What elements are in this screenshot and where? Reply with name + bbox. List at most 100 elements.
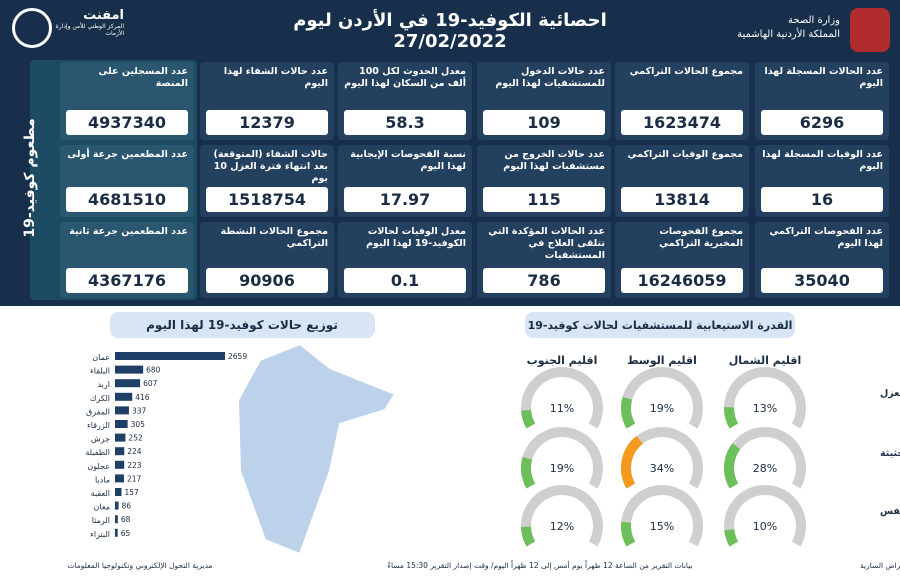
bar-value: 2659 xyxy=(228,352,247,361)
gauge-track xyxy=(621,367,703,429)
stat-card: عدد الحالات المؤكدة التي تتلقى العلاج في… xyxy=(477,222,611,298)
bar-value: 86 xyxy=(122,502,132,511)
stat-label: حالات الشفاء (المتوقعة) بعد انتهاء فترة … xyxy=(213,149,328,184)
vaccine-value: 4681510 xyxy=(66,187,188,212)
bar xyxy=(115,488,122,496)
region-label: الزرقاء xyxy=(87,421,110,430)
stat-value: 17.97 xyxy=(344,187,466,212)
stat-value: 90906 xyxy=(206,268,328,293)
stat-label: معدل الحدوث لكل 100 ألف من السكان لهذا ا… xyxy=(344,66,466,89)
stat-value: 1623474 xyxy=(621,110,743,135)
emblem xyxy=(850,8,890,52)
stat-card: معدل الوفيات لحالات الكوفيد-19 لهذا اليو… xyxy=(338,222,472,298)
region-label: العقبة xyxy=(91,489,110,498)
region-header: اقليم الشمال xyxy=(729,354,802,367)
region-label: البلقاء xyxy=(90,367,110,376)
stat-label: عدد الحالات المؤكدة التي تتلقى العلاج في… xyxy=(488,226,605,261)
gauge-track xyxy=(724,427,806,489)
stat-card: مجموع الحالات النشطة التراكمي 90906 xyxy=(200,222,334,298)
bar xyxy=(115,352,225,360)
vaccine-value: 4937340 xyxy=(66,110,188,135)
logo-icon xyxy=(12,8,52,48)
logo-text: امفنت xyxy=(83,8,124,23)
stat-value: 35040 xyxy=(761,268,883,293)
gauge-label: 12% xyxy=(550,520,574,533)
region-label: الكرك xyxy=(90,394,110,403)
bar xyxy=(115,433,126,442)
bar-value: 65 xyxy=(121,529,131,538)
region-label: البتراء xyxy=(90,530,110,539)
bar-value: 252 xyxy=(128,434,143,443)
logo-sub: المركز الوطني للأمن وإدارة الأزمات xyxy=(55,23,124,37)
bar-value: 217 xyxy=(127,474,142,483)
region-header: اقليم الجنوب xyxy=(527,354,598,367)
gauge-fill xyxy=(521,456,536,489)
row-label: نسبة اشغال اسرة العزل xyxy=(880,388,900,399)
row-label: نسبة اشغال اجهزة التنفس xyxy=(880,506,900,517)
bar xyxy=(115,460,125,469)
vaccine-title: مطعوم كوفيد-19 xyxy=(22,118,38,238)
stat-card: عدد حالات الدخول للمستشفيات لهذا اليوم 10… xyxy=(477,62,611,140)
kingdom-name: المملكة الأردنية الهاشمية xyxy=(737,29,840,40)
bar xyxy=(115,447,125,456)
stat-value: 109 xyxy=(483,110,605,135)
region-label: الطفيلة xyxy=(85,448,110,457)
bar-value: 337 xyxy=(132,406,147,415)
gauge-track xyxy=(521,367,603,429)
stat-value: 16 xyxy=(761,187,883,212)
vaccine-card: عدد المطعمين جرعة ثانية 4367176 xyxy=(60,222,194,298)
stat-label: عدد حالات الخروج من مستشفيات لهذا اليوم xyxy=(503,149,605,172)
dist-title: توزيع حالات كوفيد-19 لهذا اليوم xyxy=(146,318,338,333)
bar xyxy=(115,379,141,388)
bar xyxy=(115,420,128,428)
gauge-label: 34% xyxy=(650,462,674,475)
stat-value: 6296 xyxy=(761,110,883,135)
stat-card: عدد الوفيات المسجلة لهذا اليوم 16 xyxy=(755,145,889,217)
gauge-track xyxy=(521,485,603,547)
region-header: اقليم الوسط xyxy=(627,354,697,367)
bar-value: 68 xyxy=(121,515,131,524)
ministry: وزارة الصحة المملكة الأردنية الهاشمية xyxy=(737,14,840,42)
stat-card: عدد الفحوصات التراكمي لهذا اليوم 35040 xyxy=(755,222,889,298)
bar-value: 157 xyxy=(124,488,139,497)
gauge-fill xyxy=(621,435,643,489)
footer-right: مديرية الأمراض السارية xyxy=(860,560,900,570)
stat-card: عدد حالات الخروج من مستشفيات لهذا اليوم 1… xyxy=(477,145,611,217)
bar-value: 607 xyxy=(143,379,158,388)
gauge-fill xyxy=(724,528,739,547)
stat-value: 1518754 xyxy=(206,187,328,212)
bar xyxy=(115,515,118,524)
gauge-track xyxy=(724,367,806,429)
stat-label: عدد الوفيات المسجلة لهذا اليوم xyxy=(762,149,883,172)
stat-card: نسبة الفحوصات الإيجابية لهذا اليوم 17.97 xyxy=(338,145,472,217)
logo: امفنت المركز الوطني للأمن وإدارة الأزمات xyxy=(54,8,124,37)
vaccine-value: 4367176 xyxy=(66,268,188,293)
ministry-name: وزارة الصحة xyxy=(788,15,840,26)
stat-label: معدل الوفيات لحالات الكوفيد-19 لهذا اليو… xyxy=(366,226,466,249)
cap-title-box xyxy=(525,312,795,338)
bar xyxy=(115,365,144,374)
stat-value: 786 xyxy=(483,268,605,293)
region-label: جرش xyxy=(91,435,110,444)
stat-value: 115 xyxy=(483,187,605,212)
gauge-label: 19% xyxy=(550,462,574,475)
gauge-fill xyxy=(521,526,536,547)
region-label: الرمثا xyxy=(92,516,110,525)
bar xyxy=(115,528,118,537)
bar xyxy=(115,392,133,401)
region-label: اربد xyxy=(97,380,110,389)
lower-svg: توزيع حالات كوفيد-19 لهذا اليوم القدرة ا… xyxy=(67,312,900,570)
footer-left: مديرية التحول الإلكتروني وتكنولوجيا المع… xyxy=(67,561,212,570)
stat-value: 0.1 xyxy=(344,268,466,293)
bar-value: 224 xyxy=(127,447,142,456)
region-label: المفرق xyxy=(86,407,110,416)
title-row: احصائية الكوفيد-19 في الأردن ليوم 27/02/… xyxy=(240,10,660,52)
bar xyxy=(115,501,119,510)
gauge-fill xyxy=(724,407,739,429)
bar-value: 305 xyxy=(131,420,146,429)
stat-label: مجموع الحالات النشطة التراكمي xyxy=(220,226,328,249)
region-label: عجلون xyxy=(87,462,110,471)
stat-card: عدد الحالات المسجلة لهذا اليوم 6296 xyxy=(755,62,889,140)
stat-value: 12379 xyxy=(206,110,328,135)
vaccine-label: عدد المطعمين جرعة ثانية xyxy=(69,226,188,237)
